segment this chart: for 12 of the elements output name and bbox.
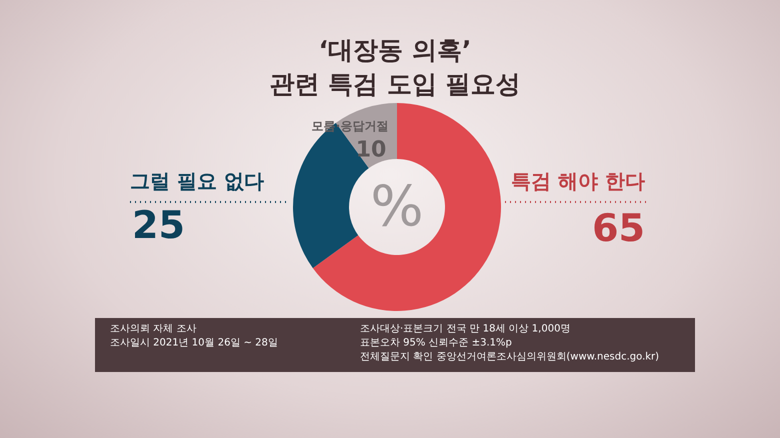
chart-title: ‘대장동 의혹’ 관련 특검 도입 필요성	[269, 36, 521, 98]
slice-label: 그럴 필요 없다	[130, 169, 264, 193]
text: %	[370, 174, 424, 240]
data-label: 10	[356, 138, 386, 162]
text: 조사대상·표본크기 전국 만 18세 이상 1,000명	[360, 324, 570, 334]
text: 조사일시 2021년 10월 26일 ~ 28일	[110, 338, 278, 348]
data-label: 65	[592, 206, 645, 250]
text: 표본오차 95% 신뢰수준 ±3.1%p	[360, 338, 512, 348]
text: 조사의뢰 자체 조사	[110, 324, 196, 334]
data-label: 25	[132, 203, 185, 247]
text: 전체질문지 확인 중앙선거여론조사심의위원회(www.nesdc.go.kr)	[360, 352, 660, 362]
slice-label: 특검 해야 한다	[511, 169, 645, 193]
